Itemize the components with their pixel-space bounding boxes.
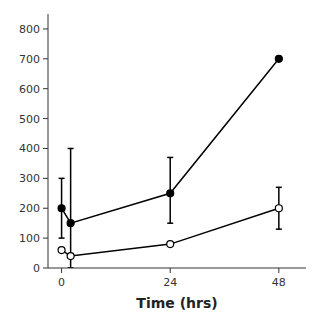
x-tick-label: 0: [58, 276, 65, 289]
line: [62, 208, 279, 256]
point: [167, 241, 174, 248]
series: [58, 187, 282, 259]
y-tick: [43, 268, 48, 269]
x-tick: [170, 268, 171, 273]
chart: 0 24 48 0 100 200 300 400 500 600 700 800 Time (hrs): [0, 0, 320, 320]
x-axis-line: [48, 268, 306, 269]
plot-area: [58, 55, 282, 268]
y-tick-label: 100: [19, 232, 40, 245]
y-tick: [43, 28, 48, 29]
x-tick-label: 48: [272, 276, 286, 289]
point: [67, 253, 74, 260]
line: [62, 59, 279, 223]
y-axis-line: [48, 14, 49, 268]
y-tick: [43, 178, 48, 179]
point: [58, 247, 65, 254]
y-tick-label: 400: [19, 142, 40, 155]
point: [167, 190, 174, 197]
y-tick-label: 0: [33, 262, 40, 275]
point: [58, 205, 65, 212]
x-tick: [61, 268, 62, 273]
axes: 0 24 48 0 100 200 300 400 500 600 700 800: [19, 14, 306, 289]
y-tick: [43, 208, 48, 209]
background: [0, 0, 320, 320]
y-tick-label: 300: [19, 172, 40, 185]
x-tick: [278, 268, 279, 273]
y-tick-label: 600: [19, 83, 40, 96]
point: [67, 220, 74, 227]
chart-container: 0 24 48 0 100 200 300 400 500 600 700 800 Time (hrs): [0, 0, 320, 320]
y-tick: [43, 238, 48, 239]
y-tick: [43, 118, 48, 119]
x-tick-label: 24: [163, 276, 177, 289]
x-axis-label: Time (hrs): [136, 295, 217, 311]
error-bar-low: [59, 208, 65, 238]
point: [275, 55, 282, 62]
y-tick-label: 800: [19, 23, 40, 36]
error-bar-high: [68, 148, 74, 223]
y-tick: [43, 58, 48, 59]
point: [275, 205, 282, 212]
y-tick: [43, 148, 48, 149]
y-tick-label: 200: [19, 202, 40, 215]
error-bar-low: [167, 193, 173, 223]
error-bar-low: [68, 223, 74, 268]
error-bar-high: [167, 157, 173, 193]
error-bar-high: [59, 178, 65, 208]
y-tick-label: 500: [19, 113, 40, 126]
y-tick: [43, 88, 48, 89]
series: [58, 55, 282, 268]
y-tick-label: 700: [19, 53, 40, 66]
